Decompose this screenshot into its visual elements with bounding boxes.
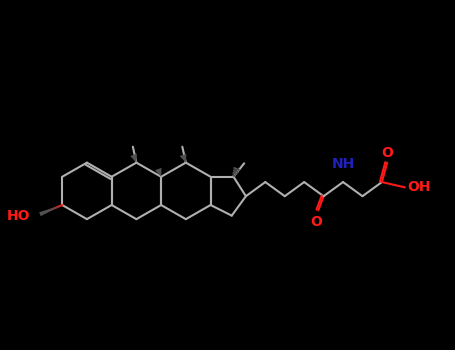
Text: HO: HO	[7, 209, 30, 223]
Text: NH: NH	[331, 158, 354, 172]
Polygon shape	[130, 154, 137, 163]
Text: O: O	[311, 215, 323, 229]
Polygon shape	[155, 168, 162, 177]
Text: O: O	[381, 146, 393, 160]
Polygon shape	[180, 154, 187, 163]
Text: OH: OH	[408, 180, 431, 194]
Polygon shape	[39, 205, 62, 216]
